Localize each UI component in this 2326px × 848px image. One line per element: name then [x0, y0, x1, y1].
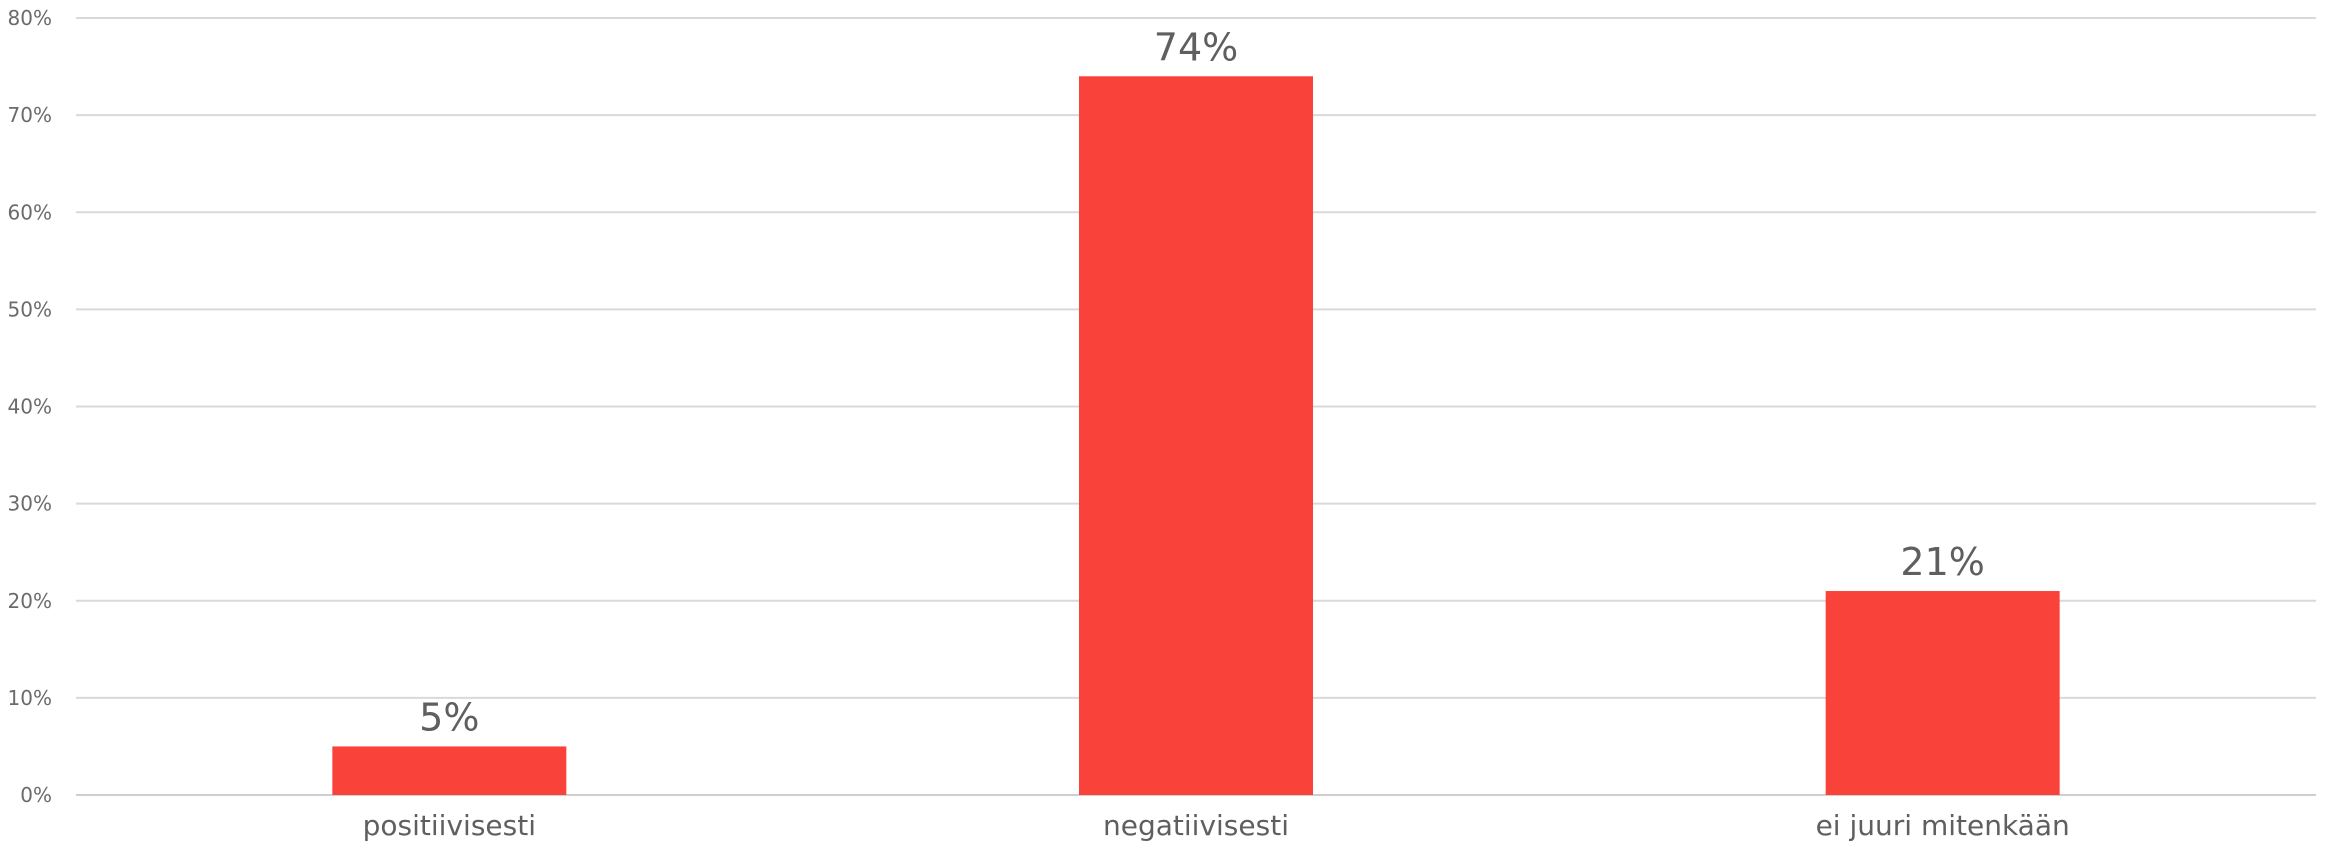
data-label: 74%: [1154, 25, 1238, 69]
bar: [1079, 76, 1313, 795]
y-tick-label: 80%: [8, 6, 52, 30]
data-label: 5%: [419, 695, 479, 739]
category-label: positiivisesti: [363, 809, 536, 842]
y-tick-label: 70%: [8, 103, 52, 127]
y-tick-label: 20%: [8, 589, 52, 613]
y-tick-label: 50%: [8, 297, 52, 321]
bar: [332, 746, 567, 795]
bars: [332, 76, 2060, 795]
category-label: negatiivisesti: [1103, 809, 1289, 842]
category-label: ei juuri mitenkään: [1816, 809, 2070, 842]
y-tick-label: 60%: [8, 200, 52, 224]
y-tick-label: 40%: [8, 395, 52, 419]
bar: [1825, 591, 2060, 795]
y-tick-label: 30%: [8, 492, 52, 516]
data-labels: 5% 74% 21%: [419, 25, 1985, 739]
y-tick-label: 0%: [20, 783, 52, 807]
y-tick-label: 10%: [8, 686, 52, 710]
x-axis-category-labels: positiivisesti negatiivisesti ei juuri mit…: [363, 809, 2070, 842]
data-label: 21%: [1900, 540, 1984, 584]
y-axis-tick-labels: 0% 10% 20% 30% 40% 50% 60% 70% 80%: [8, 6, 52, 807]
